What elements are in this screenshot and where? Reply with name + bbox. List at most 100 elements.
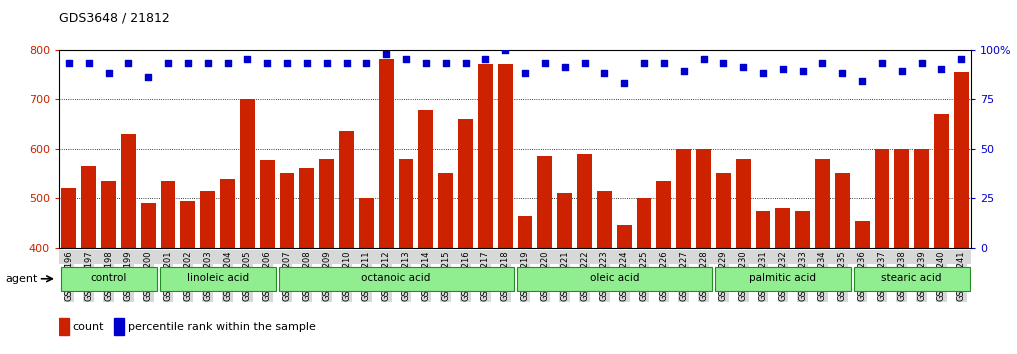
Text: percentile rank within the sample: percentile rank within the sample <box>128 322 315 332</box>
Bar <box>101 181 116 248</box>
Bar <box>696 149 711 248</box>
Point <box>437 61 454 66</box>
Text: GSM525211: GSM525211 <box>362 251 371 301</box>
Bar <box>577 154 592 248</box>
Point <box>220 61 236 66</box>
Point <box>318 61 335 66</box>
Text: GSM525201: GSM525201 <box>164 251 173 301</box>
Point <box>854 79 871 84</box>
Bar <box>815 159 830 248</box>
Text: palmitic acid: palmitic acid <box>750 273 817 283</box>
Text: GSM525226: GSM525226 <box>659 251 668 301</box>
Bar <box>418 110 433 248</box>
Point <box>794 69 811 74</box>
Bar <box>240 99 255 248</box>
Bar <box>378 59 394 248</box>
Bar <box>775 208 790 248</box>
Point <box>339 61 355 66</box>
Bar <box>161 181 176 248</box>
Text: GSM525196: GSM525196 <box>64 251 73 301</box>
Bar <box>81 166 97 248</box>
Bar <box>59 318 69 336</box>
Text: control: control <box>91 273 127 283</box>
Text: GSM525204: GSM525204 <box>223 251 232 301</box>
Point <box>953 57 969 62</box>
Point <box>61 61 77 66</box>
Point <box>140 74 157 80</box>
Text: count: count <box>73 322 104 332</box>
Bar <box>61 188 76 248</box>
Point <box>556 64 573 70</box>
Bar <box>934 114 949 248</box>
Bar <box>756 211 771 248</box>
Bar <box>894 149 909 248</box>
Bar <box>716 173 731 248</box>
Text: GSM525239: GSM525239 <box>917 251 926 301</box>
Bar <box>795 211 811 248</box>
Point <box>120 61 136 66</box>
Bar <box>339 131 354 248</box>
Text: GSM525237: GSM525237 <box>878 251 887 302</box>
Point <box>477 57 493 62</box>
Text: agent: agent <box>5 274 38 284</box>
Bar <box>518 216 533 248</box>
Point <box>894 69 910 74</box>
Bar <box>200 191 216 248</box>
Bar <box>637 198 652 248</box>
Text: GSM525235: GSM525235 <box>838 251 847 301</box>
Point <box>259 61 276 66</box>
Bar <box>954 72 969 248</box>
Point <box>913 61 930 66</box>
Text: GSM525221: GSM525221 <box>560 251 570 301</box>
Point <box>101 70 117 76</box>
Bar <box>438 173 454 248</box>
Point <box>358 61 374 66</box>
Bar <box>121 134 136 248</box>
Text: GSM525200: GSM525200 <box>143 251 153 301</box>
Text: GSM525197: GSM525197 <box>84 251 94 301</box>
FancyBboxPatch shape <box>517 267 712 291</box>
Point <box>874 61 890 66</box>
Point <box>497 47 514 52</box>
Point <box>80 61 97 66</box>
Point <box>636 61 652 66</box>
Point <box>775 67 791 72</box>
Text: GSM525203: GSM525203 <box>203 251 213 301</box>
Text: GDS3648 / 21812: GDS3648 / 21812 <box>59 12 170 25</box>
Text: GSM525202: GSM525202 <box>183 251 192 301</box>
Point <box>755 70 771 76</box>
Text: GSM525234: GSM525234 <box>818 251 827 301</box>
Point <box>577 61 593 66</box>
Text: GSM525213: GSM525213 <box>402 251 411 301</box>
Text: GSM525209: GSM525209 <box>322 251 332 301</box>
Point <box>616 80 633 86</box>
Text: GSM525233: GSM525233 <box>798 251 807 302</box>
FancyBboxPatch shape <box>854 267 969 291</box>
Point <box>160 61 176 66</box>
Bar <box>180 201 195 248</box>
Point <box>180 61 196 66</box>
Bar <box>676 149 692 248</box>
Point <box>299 61 315 66</box>
Text: stearic acid: stearic acid <box>882 273 942 283</box>
Text: GSM525219: GSM525219 <box>521 251 530 301</box>
Bar <box>319 159 335 248</box>
Bar <box>735 159 751 248</box>
Text: GSM525231: GSM525231 <box>759 251 768 301</box>
Text: GSM525199: GSM525199 <box>124 251 133 301</box>
Text: GSM525220: GSM525220 <box>540 251 549 301</box>
Bar <box>497 64 513 248</box>
Bar <box>557 193 573 248</box>
Text: GSM525238: GSM525238 <box>897 251 906 302</box>
Point <box>596 70 612 76</box>
Text: GSM525229: GSM525229 <box>719 251 728 301</box>
Point <box>715 61 731 66</box>
Text: GSM525198: GSM525198 <box>104 251 113 301</box>
Point <box>458 61 474 66</box>
Text: GSM525210: GSM525210 <box>342 251 351 301</box>
Text: GSM525225: GSM525225 <box>640 251 649 301</box>
Point <box>378 51 395 56</box>
Point <box>675 69 692 74</box>
Bar <box>114 318 124 336</box>
Text: GSM525241: GSM525241 <box>957 251 966 301</box>
